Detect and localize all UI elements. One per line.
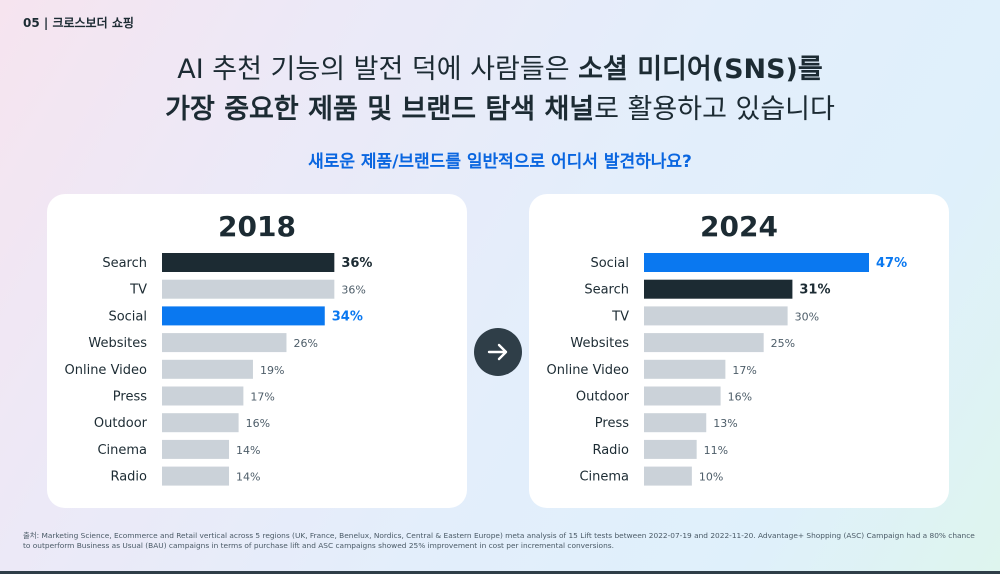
bar-tv [644,306,788,326]
value-label: 30% [795,310,819,323]
category-label: Social [590,256,629,271]
chart-question: 새로운 제품/브랜드를 일반적으로 어디서 발견하나요? [308,152,692,172]
category-label: Radio [592,443,629,458]
bar-search [162,253,335,272]
value-label: 14% [236,444,260,457]
bar-chart-2024: Social 47% Search 31% TV 30% Websites 25% Online… [547,253,907,486]
bar-social [162,306,325,326]
value-label: 34% [332,309,363,324]
chart-title: 2018 [218,210,296,243]
bar-websites [644,333,764,353]
category-label: Cinema [97,443,147,458]
category-label: Social [108,309,147,324]
bar-search [644,279,793,299]
bar-online-video [162,359,253,379]
category-label: Online Video [547,363,630,378]
value-label: 36% [341,256,372,271]
bar-websites [162,333,287,353]
value-label: 11% [704,444,728,457]
value-label: 25% [771,337,795,350]
chart-panel-2024: 2024 Social 47% Search 31% TV 30% Websites 25% O… [529,194,949,508]
bar-press [644,413,707,433]
value-label: 47% [876,256,907,271]
headline-line-2: 가장 중요한 제품 및 브랜드 탐색 채널로 활용하고 있습니다 [0,90,1000,130]
headline-line-1-plain: AI 추천 기능의 발전 덕에 사람들은 [177,54,579,85]
bar-outdoor [644,386,721,406]
category-label: TV [129,283,147,298]
category-label: TV [611,309,629,324]
bar-social [644,253,869,272]
arrow-right-glyph [487,343,508,361]
chart-panel-2018: 2018 Search 36% TV 36% Social 34% Websites 26% O… [47,194,467,508]
bottom-divider [0,571,1000,574]
category-label: Outdoor [576,390,630,405]
bar-radio [644,439,697,459]
bar-radio [162,466,230,486]
category-label: Press [595,416,629,431]
chart-title: 2024 [700,210,778,243]
headline: AI 추천 기능의 발전 덕에 사람들은 소셜 미디어(SNS)를 가장 중요한… [0,50,1000,130]
category-label: Websites [88,336,147,351]
value-label: 16% [246,417,270,430]
category-label: Search [584,283,629,298]
category-label: Cinema [579,470,629,485]
bar-cinema [162,439,230,459]
category-label: Online Video [65,363,148,378]
value-label: 31% [799,283,830,298]
section-label: 05 | 크로스보더 쇼핑 [23,16,134,30]
headline-line-2-plain: 로 활용하고 있습니다 [594,94,835,125]
value-label: 14% [236,471,260,484]
value-label: 36% [341,284,365,297]
headline-line-1-bold: 소셜 미디어(SNS)를 [578,54,823,85]
bar-outdoor [162,413,239,433]
value-label: 16% [728,391,752,404]
arrow-right-icon [474,328,522,376]
headline-line-2-bold: 가장 중요한 제품 및 브랜드 탐색 채널 [165,94,595,125]
value-label: 10% [699,471,723,484]
value-label: 17% [732,364,756,377]
bar-chart-2018: Search 36% TV 36% Social 34% Websites 26% Online… [65,253,372,486]
bar-online-video [644,359,726,379]
value-label: 13% [713,417,737,430]
category-label: Websites [570,336,629,351]
bar-press [162,386,244,406]
category-label: Outdoor [94,416,148,431]
category-label: Press [113,390,147,405]
value-label: 17% [250,391,274,404]
bar-cinema [644,466,692,486]
headline-line-1: AI 추천 기능의 발전 덕에 사람들은 소셜 미디어(SNS)를 [0,50,1000,90]
value-label: 26% [293,337,317,350]
category-label: Search [102,256,147,271]
value-label: 19% [260,364,284,377]
source-footnote: 출처: Marketing Science, Ecommerce and Ret… [23,531,975,550]
category-label: Radio [110,470,147,485]
bar-tv [162,279,335,299]
